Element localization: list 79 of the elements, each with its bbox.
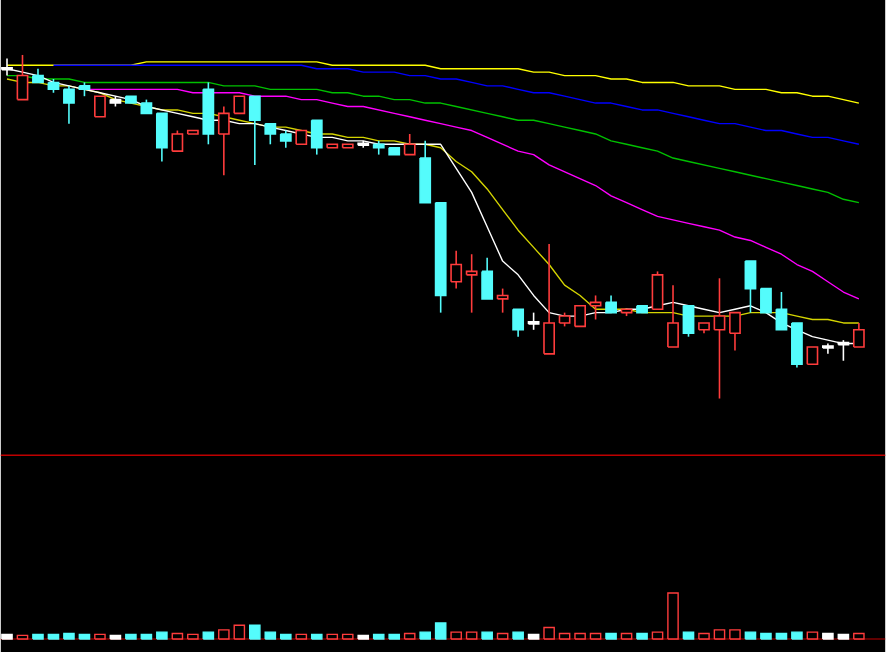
candlestick [852,321,865,348]
bar [682,631,695,640]
bar [94,633,106,640]
candlestick [682,304,695,338]
candlestick [94,94,106,118]
bar [434,621,447,640]
bar [326,633,339,640]
bar [512,631,524,640]
bar [620,632,633,640]
bar [775,632,788,640]
bar [187,633,199,640]
candlestick [217,105,230,176]
bar [419,631,431,640]
bar [713,628,726,640]
candlestick [403,132,416,155]
bar [744,631,757,640]
bar [605,632,617,640]
bar [78,633,91,640]
candlestick [744,259,757,314]
bar [341,633,354,640]
candlestick [589,294,602,320]
bar [403,632,416,640]
candlestick [481,256,494,300]
bar [527,633,540,640]
bar [558,632,571,640]
bar [63,632,75,640]
bar [481,631,493,640]
bar [233,624,246,640]
candlestick [450,249,463,289]
bar [853,632,865,640]
bar [218,628,230,640]
candlestick [248,94,261,166]
bar [806,631,819,640]
candlestick [760,287,772,314]
bar [465,631,478,640]
bar [125,633,137,640]
candlestick [667,283,679,348]
candlestick [775,290,788,331]
candlestick [16,53,29,101]
bar [171,632,184,640]
bar [822,632,834,640]
bar [698,632,710,640]
bar [140,633,153,640]
bar [574,632,586,640]
bar [310,633,323,640]
bar [1,633,13,640]
candlestick [202,81,215,145]
candlestick [63,84,75,125]
candlestick [496,287,509,314]
candlestick [543,242,556,355]
bar [47,633,60,640]
bar [760,632,772,640]
candlestick [419,139,432,204]
candlestick [310,119,323,155]
bar [791,631,803,640]
bar [295,633,308,640]
candlestick [155,112,168,162]
candlestick [465,253,478,314]
candlestick [171,129,184,152]
bar [543,626,555,640]
bar [32,633,44,640]
bar [156,631,168,640]
bar [279,633,292,640]
bar [837,633,850,640]
bar [589,632,602,640]
bar [450,631,462,640]
candlestick [651,270,664,310]
candlestick [512,308,525,338]
bar [636,632,648,640]
candlestick [791,321,803,368]
candlestick [713,277,726,399]
bar [496,632,509,640]
bar [202,631,215,640]
bar [729,628,741,640]
bar [651,631,664,640]
candlestick [574,304,586,327]
candlestick [264,122,277,145]
bar [667,591,679,640]
candlestick [729,311,741,351]
